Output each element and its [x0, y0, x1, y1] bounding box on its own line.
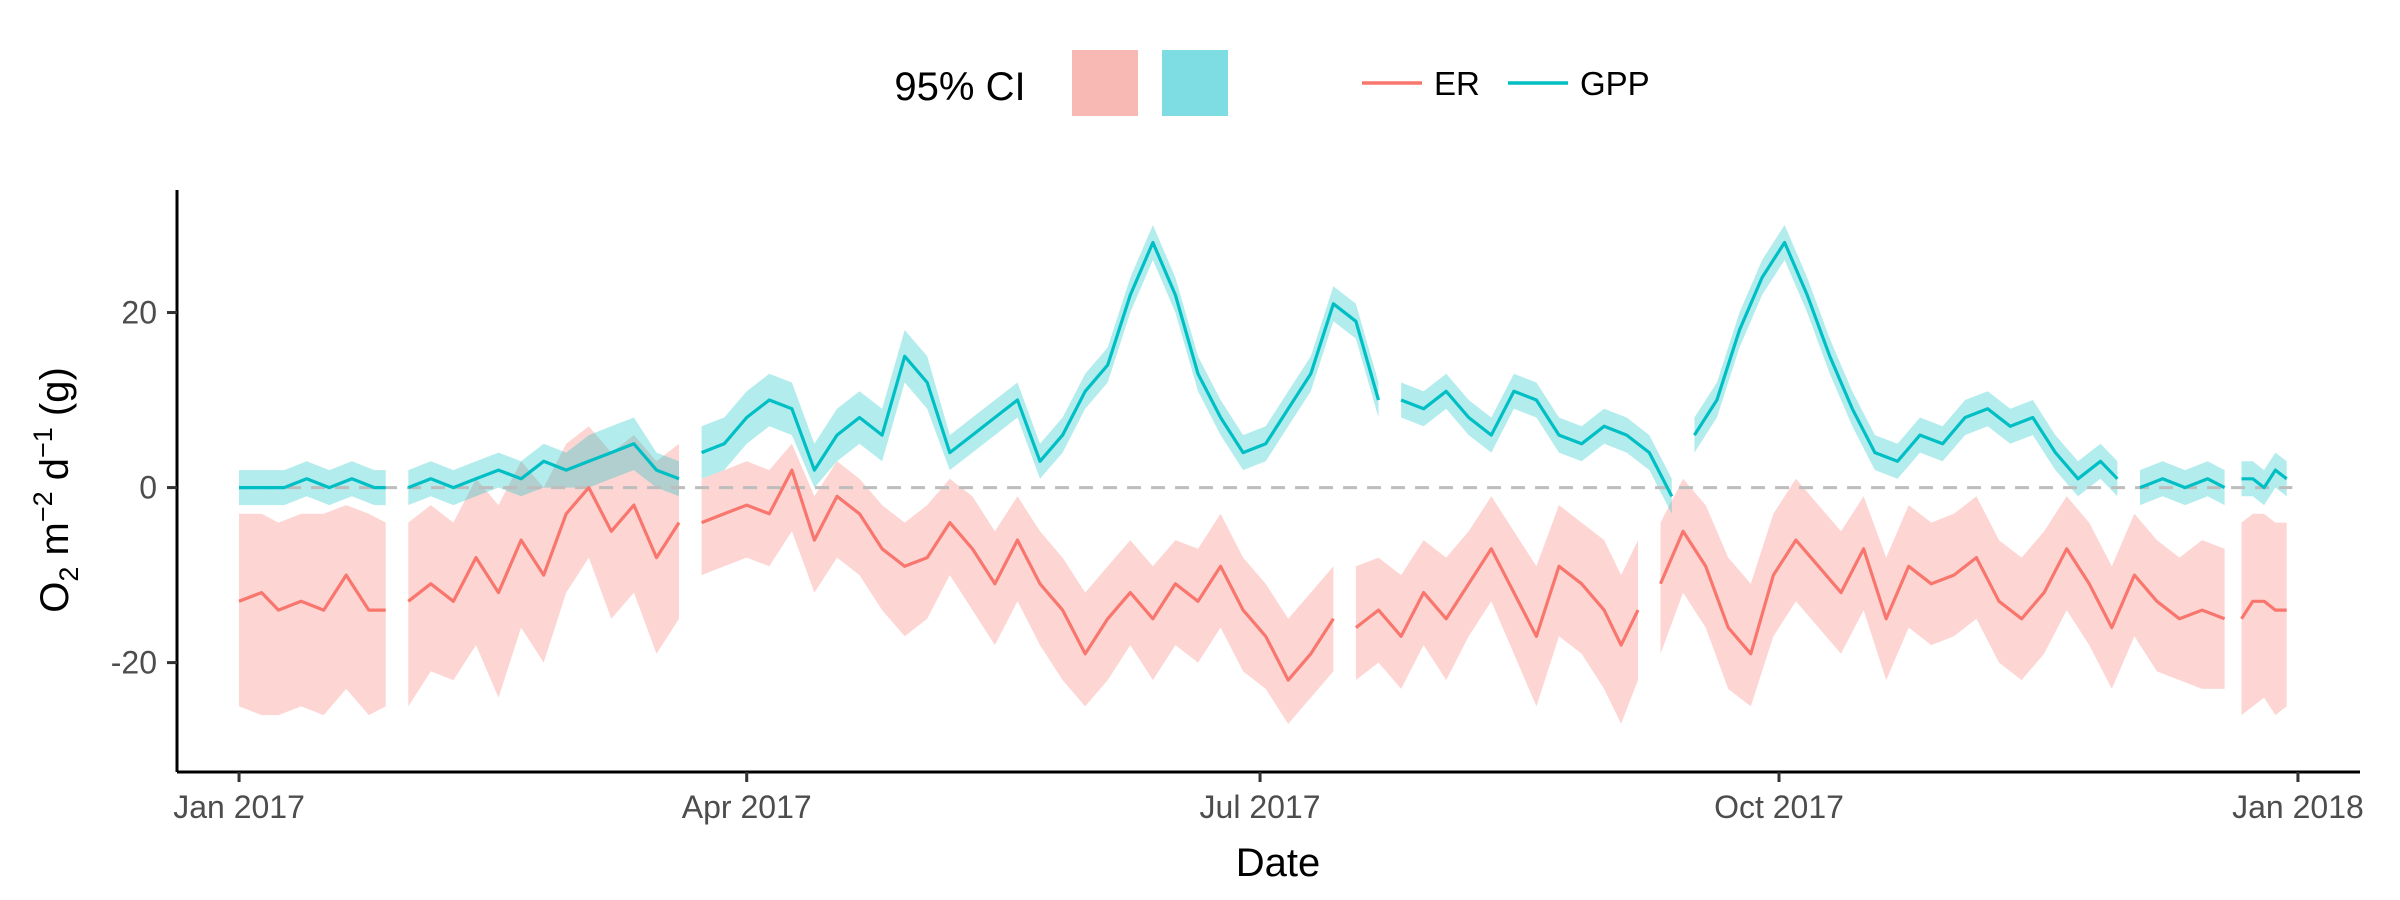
y-axis-title: O2 m−2 d−1 (g)	[28, 367, 84, 613]
y-tick-label: 0	[139, 470, 157, 506]
ci-ribbon-gpp-2	[701, 225, 1379, 488]
ci-ribbon-er-5	[2241, 513, 2287, 716]
x-tick-label: Jul 2017	[1200, 789, 1321, 825]
y-title-d: d	[33, 458, 77, 491]
series-line-gpp-4	[1693, 240, 2119, 481]
series-line-gpp-1	[407, 442, 680, 490]
x-axis-title: Date	[1236, 841, 1321, 885]
ci-ribbon-er-1	[408, 426, 679, 707]
legend-ci-swatch-gpp	[1162, 50, 1228, 116]
legend-ci-swatch-er	[1072, 50, 1138, 116]
ci-ribbon-er-0	[239, 505, 386, 716]
legend: 95% CI ER GPP	[894, 50, 1650, 116]
x-tick-label: Apr 2017	[682, 789, 812, 825]
ci-ribbon-gpp-6	[2241, 452, 2287, 506]
ci-ribbon-er-4	[1660, 478, 2225, 707]
y-ticks: -20 0 20	[111, 295, 177, 681]
x-tick-label: Jan 2017	[173, 789, 305, 825]
y-title-d-sup: −1	[28, 427, 58, 458]
y-title-o: O	[33, 582, 77, 613]
series-line-gpp-6	[2241, 468, 2288, 490]
series-line-er-1	[407, 486, 681, 603]
series-line-gpp-5	[2139, 477, 2226, 490]
x-ticks: Jan 2017 Apr 2017 Jul 2017 Oct 2017 Jan 2018	[173, 772, 2364, 825]
y-title-o-sub: 2	[54, 567, 84, 582]
series-line-er-0	[238, 573, 386, 612]
ci-ribbons	[239, 225, 2287, 724]
ci-ribbon-gpp-0	[239, 461, 386, 506]
series-line-gpp-3	[1400, 389, 1674, 498]
y-title-m-sup: −2	[28, 491, 58, 522]
y-title-unit: (g)	[33, 367, 77, 427]
series-line-gpp-2	[701, 240, 1381, 472]
legend-label-er: ER	[1434, 65, 1480, 102]
y-tick-label: -20	[111, 645, 157, 681]
legend-label-gpp: GPP	[1580, 65, 1650, 102]
ci-ribbon-gpp-5	[2140, 461, 2225, 506]
series-line-er-2	[701, 468, 1335, 682]
legend-ci-title: 95% CI	[894, 65, 1025, 109]
x-tick-label: Oct 2017	[1714, 789, 1844, 825]
ci-ribbon-gpp-4	[1694, 225, 2118, 497]
ci-ribbon-gpp-3	[1401, 373, 1672, 514]
series-line-er-3	[1354, 547, 1640, 647]
x-tick-label: Jan 2018	[2232, 789, 2364, 825]
y-title-m: m	[33, 522, 77, 566]
ci-ribbon-er-3	[1355, 496, 1638, 724]
y-tick-label: 20	[121, 295, 157, 331]
series-line-er-4	[1659, 529, 2226, 656]
series-lines	[238, 240, 2288, 682]
series-line-gpp-0	[239, 477, 386, 490]
series-line-er-5	[2240, 599, 2287, 620]
